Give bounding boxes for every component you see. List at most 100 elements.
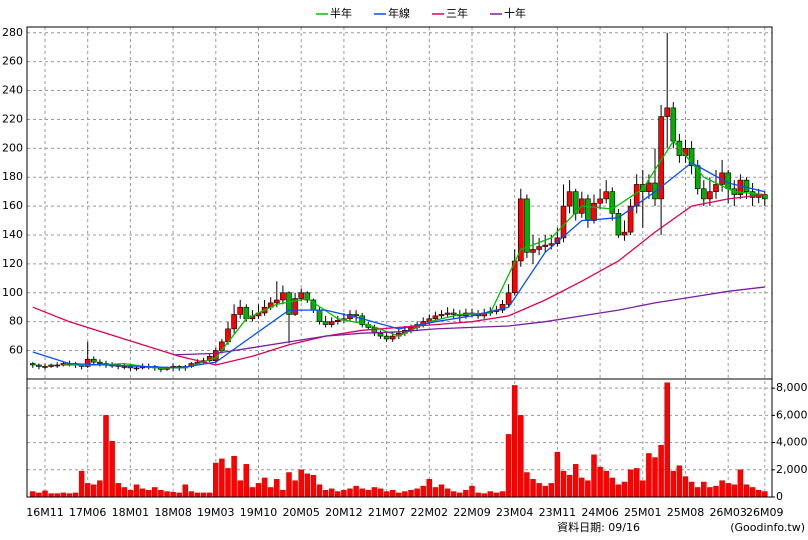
volume-bar — [36, 492, 42, 498]
volume-bar — [133, 484, 140, 498]
x-tick-label: 22M02 — [411, 506, 449, 519]
volume-bar — [78, 470, 85, 498]
volume-bar — [548, 483, 555, 498]
volume-bar — [701, 481, 707, 498]
volume-bar — [579, 477, 585, 498]
volume-bar — [396, 492, 402, 498]
volume-bar — [206, 492, 213, 498]
volume-bar — [42, 490, 48, 498]
volume-bar — [176, 492, 182, 498]
volume-bar — [60, 492, 67, 498]
candle-body — [36, 364, 42, 367]
candle-body — [664, 107, 671, 117]
volume-bar — [139, 488, 146, 498]
volume-bar — [438, 484, 445, 498]
candle-body — [505, 292, 512, 305]
volume-bar — [444, 488, 451, 498]
candle-body — [670, 107, 677, 142]
volume-bar — [572, 464, 579, 498]
volume-bar — [749, 487, 756, 498]
volume-bar — [335, 491, 341, 498]
volume-bar — [243, 464, 250, 498]
volume-bar — [609, 477, 616, 498]
volume-bar — [377, 488, 384, 498]
volume-bar — [103, 415, 109, 498]
candle-body — [389, 335, 396, 340]
candle-body — [749, 191, 756, 198]
volume-bar — [182, 484, 189, 498]
volume-bar — [72, 492, 79, 498]
candle-body — [444, 312, 451, 315]
volume-bar — [365, 489, 372, 498]
volume-bar — [115, 483, 121, 498]
volume-bar — [402, 491, 408, 498]
candle-body — [280, 292, 286, 301]
volume-bar — [316, 484, 323, 498]
volume-bar — [542, 485, 548, 498]
y-tick-label: 220 — [2, 112, 23, 125]
candle-body — [328, 321, 335, 325]
x-tick-label: 24M06 — [581, 506, 619, 519]
volume-bar — [48, 493, 54, 498]
volume-bar — [560, 470, 567, 498]
volume-bar — [322, 489, 329, 498]
volume-bar — [213, 462, 219, 498]
volume-bar — [682, 476, 689, 498]
y-tick-label: 160 — [2, 199, 23, 212]
volume-bar — [646, 453, 652, 498]
y-tick-label: 280 — [2, 26, 23, 39]
volume-bar — [420, 485, 426, 498]
candle-body — [646, 182, 652, 192]
candle-body — [383, 335, 390, 340]
volume-bar — [66, 493, 73, 498]
candle-body — [700, 188, 707, 200]
volume-bar — [304, 473, 311, 498]
volume-bar — [286, 472, 292, 498]
volume-bar — [694, 487, 701, 498]
volume-bar — [627, 469, 634, 498]
volume-bar — [408, 489, 414, 498]
volume-bar — [707, 487, 713, 498]
x-tick-label: 25M01 — [624, 506, 662, 519]
candle-body — [621, 231, 628, 236]
x-tick-label: 25M08 — [667, 506, 705, 519]
volume-bar — [530, 479, 536, 498]
volume-bar — [719, 480, 725, 498]
volume-bar — [652, 457, 658, 498]
x-tick-label: 18M01 — [112, 506, 150, 519]
candle-body — [84, 358, 91, 367]
candle-body — [707, 191, 713, 200]
candle-body — [591, 202, 597, 221]
y2-tick-label: 0 — [776, 490, 783, 503]
candle-body — [322, 321, 329, 325]
candle-body — [615, 213, 622, 236]
candle-body — [243, 306, 250, 320]
volume-bar — [499, 491, 506, 498]
plot-layer: 60 80 100 120 140 160 180 200 220 240 260 280 0 2,000… — [2, 26, 808, 519]
candle-body — [97, 361, 103, 364]
candle-body — [743, 179, 750, 192]
candle-body — [54, 364, 61, 367]
volume-bar — [737, 469, 744, 498]
volume-bar — [127, 489, 134, 498]
volume-bar — [353, 485, 359, 498]
candle-body — [121, 366, 128, 368]
volume-bar — [121, 487, 128, 498]
candle-body — [517, 198, 524, 262]
y-tick-label: 240 — [2, 84, 23, 97]
candle-body — [377, 332, 384, 337]
volume-bar — [487, 491, 494, 498]
y2-tick-label: 8,000 — [776, 381, 808, 394]
volume-bar — [109, 440, 115, 498]
volume-bar — [450, 491, 457, 498]
volume-bar — [231, 455, 237, 498]
volume-bar — [688, 481, 695, 498]
footer-source: (Goodinfo.tw) — [730, 521, 805, 534]
x-tick-label: 26M09 — [746, 506, 784, 519]
legend-label: 年線 — [388, 6, 410, 20]
candle-body — [536, 246, 542, 250]
candle-body — [603, 191, 610, 200]
volume-bar — [383, 491, 390, 498]
volume-bar — [731, 484, 738, 498]
